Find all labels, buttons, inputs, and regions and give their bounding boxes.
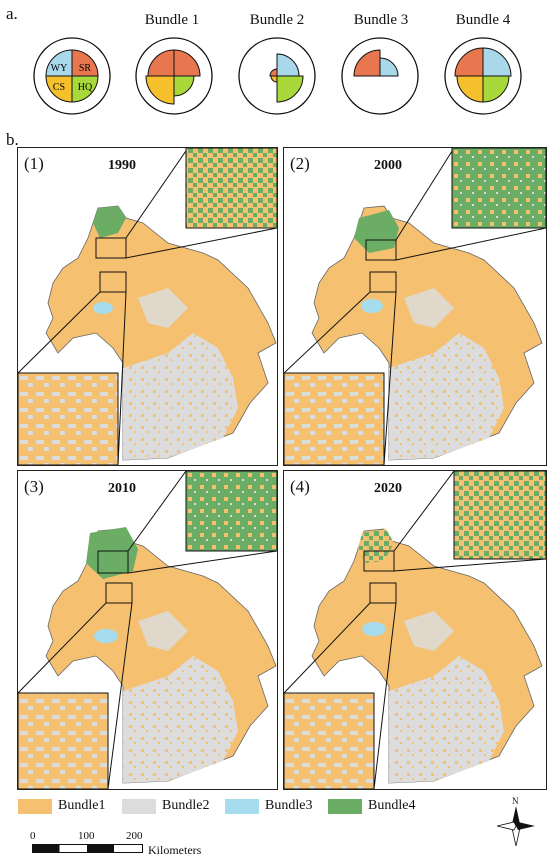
map-1-graphic (18, 148, 277, 465)
pie-key: WY SR CS HQ (33, 37, 111, 115)
scale-tick-100: 100 (78, 830, 95, 842)
legend-item-bundle1: Bundle1 (18, 798, 105, 814)
key-label-hq: HQ (78, 82, 93, 93)
key-label-sr: SR (79, 63, 92, 74)
bundle-4-pie (444, 37, 522, 115)
bundle-1-title: Bundle 1 (144, 12, 200, 28)
legend-swatch-bundle4 (328, 798, 362, 814)
legend-label-bundle2: Bundle2 (162, 798, 210, 813)
bundle-1-pie (135, 37, 213, 115)
key-label-cs: CS (53, 82, 65, 93)
map-1-number: (1) (24, 154, 44, 173)
key-label-wy: WY (51, 63, 68, 74)
map-panel-2: (2) 2000 (283, 147, 547, 466)
scale-tick-0: 0 (30, 830, 36, 842)
map-panel-4: (4) 2020 (283, 470, 547, 790)
north-arrow-icon (497, 806, 535, 846)
map-4-year: 2020 (374, 481, 402, 496)
section-a-label: a. (6, 4, 18, 23)
legend-swatch-bundle1 (18, 798, 52, 814)
map-2-year: 2000 (374, 158, 402, 173)
scale-tick-200: 200 (126, 830, 143, 842)
legend-label-bundle3: Bundle3 (265, 798, 313, 813)
map-4-graphic (284, 471, 546, 789)
scale-bar (32, 844, 143, 853)
legend-item-bundle3: Bundle3 (225, 798, 312, 814)
legend-label-bundle1: Bundle1 (58, 798, 106, 813)
legend-item-bundle2: Bundle2 (122, 798, 209, 814)
map-2-number: (2) (290, 154, 310, 173)
map-panel-3: (3) 2010 (17, 470, 278, 790)
legend-swatch-bundle3 (225, 798, 259, 814)
north-label: N (512, 796, 519, 806)
map-3-number: (3) (24, 477, 44, 496)
bundle-3-pie (341, 37, 419, 115)
map-4-number: (4) (290, 477, 310, 496)
legend-item-bundle4: Bundle4 (328, 798, 415, 814)
scale-unit: Kilometers (148, 843, 202, 857)
map-2-graphic (284, 148, 546, 465)
legend-label-bundle4: Bundle4 (368, 798, 416, 813)
legend-swatch-bundle2 (122, 798, 156, 814)
bundle-4-title: Bundle 4 (455, 12, 511, 28)
map-3-graphic (18, 471, 277, 789)
map-panel-1: (1) 1990 (17, 147, 278, 466)
bundle-2-pie (238, 37, 316, 115)
map-1-year: 1990 (108, 158, 136, 173)
section-b-label: b. (6, 130, 19, 149)
bundle-3-title: Bundle 3 (353, 12, 409, 28)
map-3-year: 2010 (108, 481, 136, 496)
bundle-2-title: Bundle 2 (249, 12, 305, 28)
